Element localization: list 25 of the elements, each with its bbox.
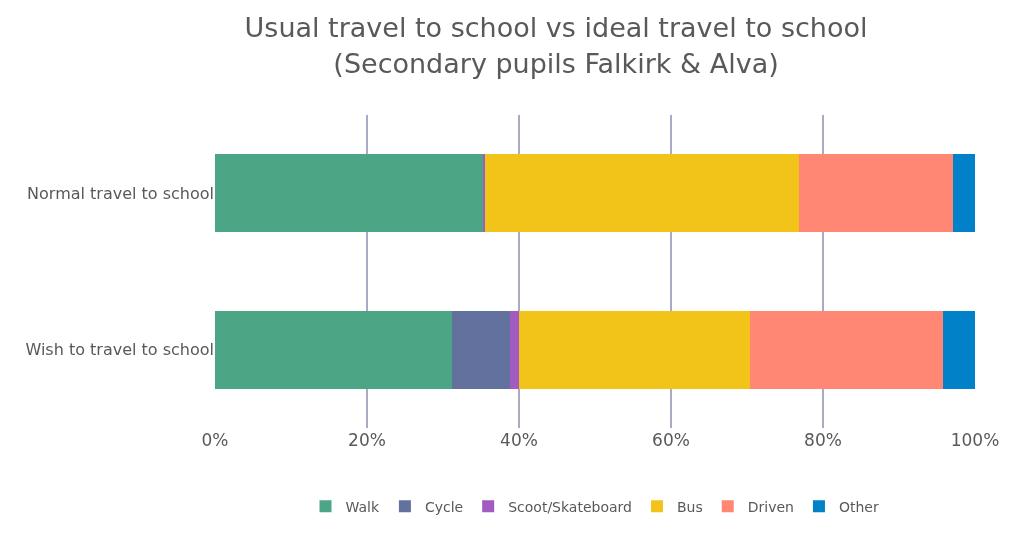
bar (509, 310, 519, 389)
y-tick-label: Wish to travel to school (25, 340, 214, 360)
legend-label: Driven (747, 498, 794, 515)
x-tick-label: 80% (804, 430, 842, 450)
legend-label: Other (838, 498, 879, 515)
legend-label: Walk (345, 498, 380, 515)
x-tick-label: 100% (950, 430, 1000, 450)
chart-title: Usual travel to school vs ideal travel to school (Secondary pupils Falkirk & Alva) (244, 12, 868, 79)
bar (750, 310, 944, 389)
bar (943, 310, 975, 389)
x-tick-label: 20% (348, 430, 386, 450)
legend-label: Cycle (424, 498, 464, 515)
bar (215, 154, 483, 233)
x-tick-label: 40% (500, 430, 538, 450)
bar (798, 154, 953, 233)
legend-label: Bus (676, 498, 703, 515)
bar (215, 310, 453, 389)
bar (519, 310, 751, 389)
legend-label: Scoot/Skateboard (508, 498, 632, 515)
y-tick-label: Normal travel to school (27, 183, 214, 203)
bar (452, 310, 510, 389)
bar (484, 154, 799, 233)
x-tick-label: 60% (652, 430, 690, 450)
x-tick-label: 0% (201, 430, 229, 450)
bar (952, 154, 975, 233)
